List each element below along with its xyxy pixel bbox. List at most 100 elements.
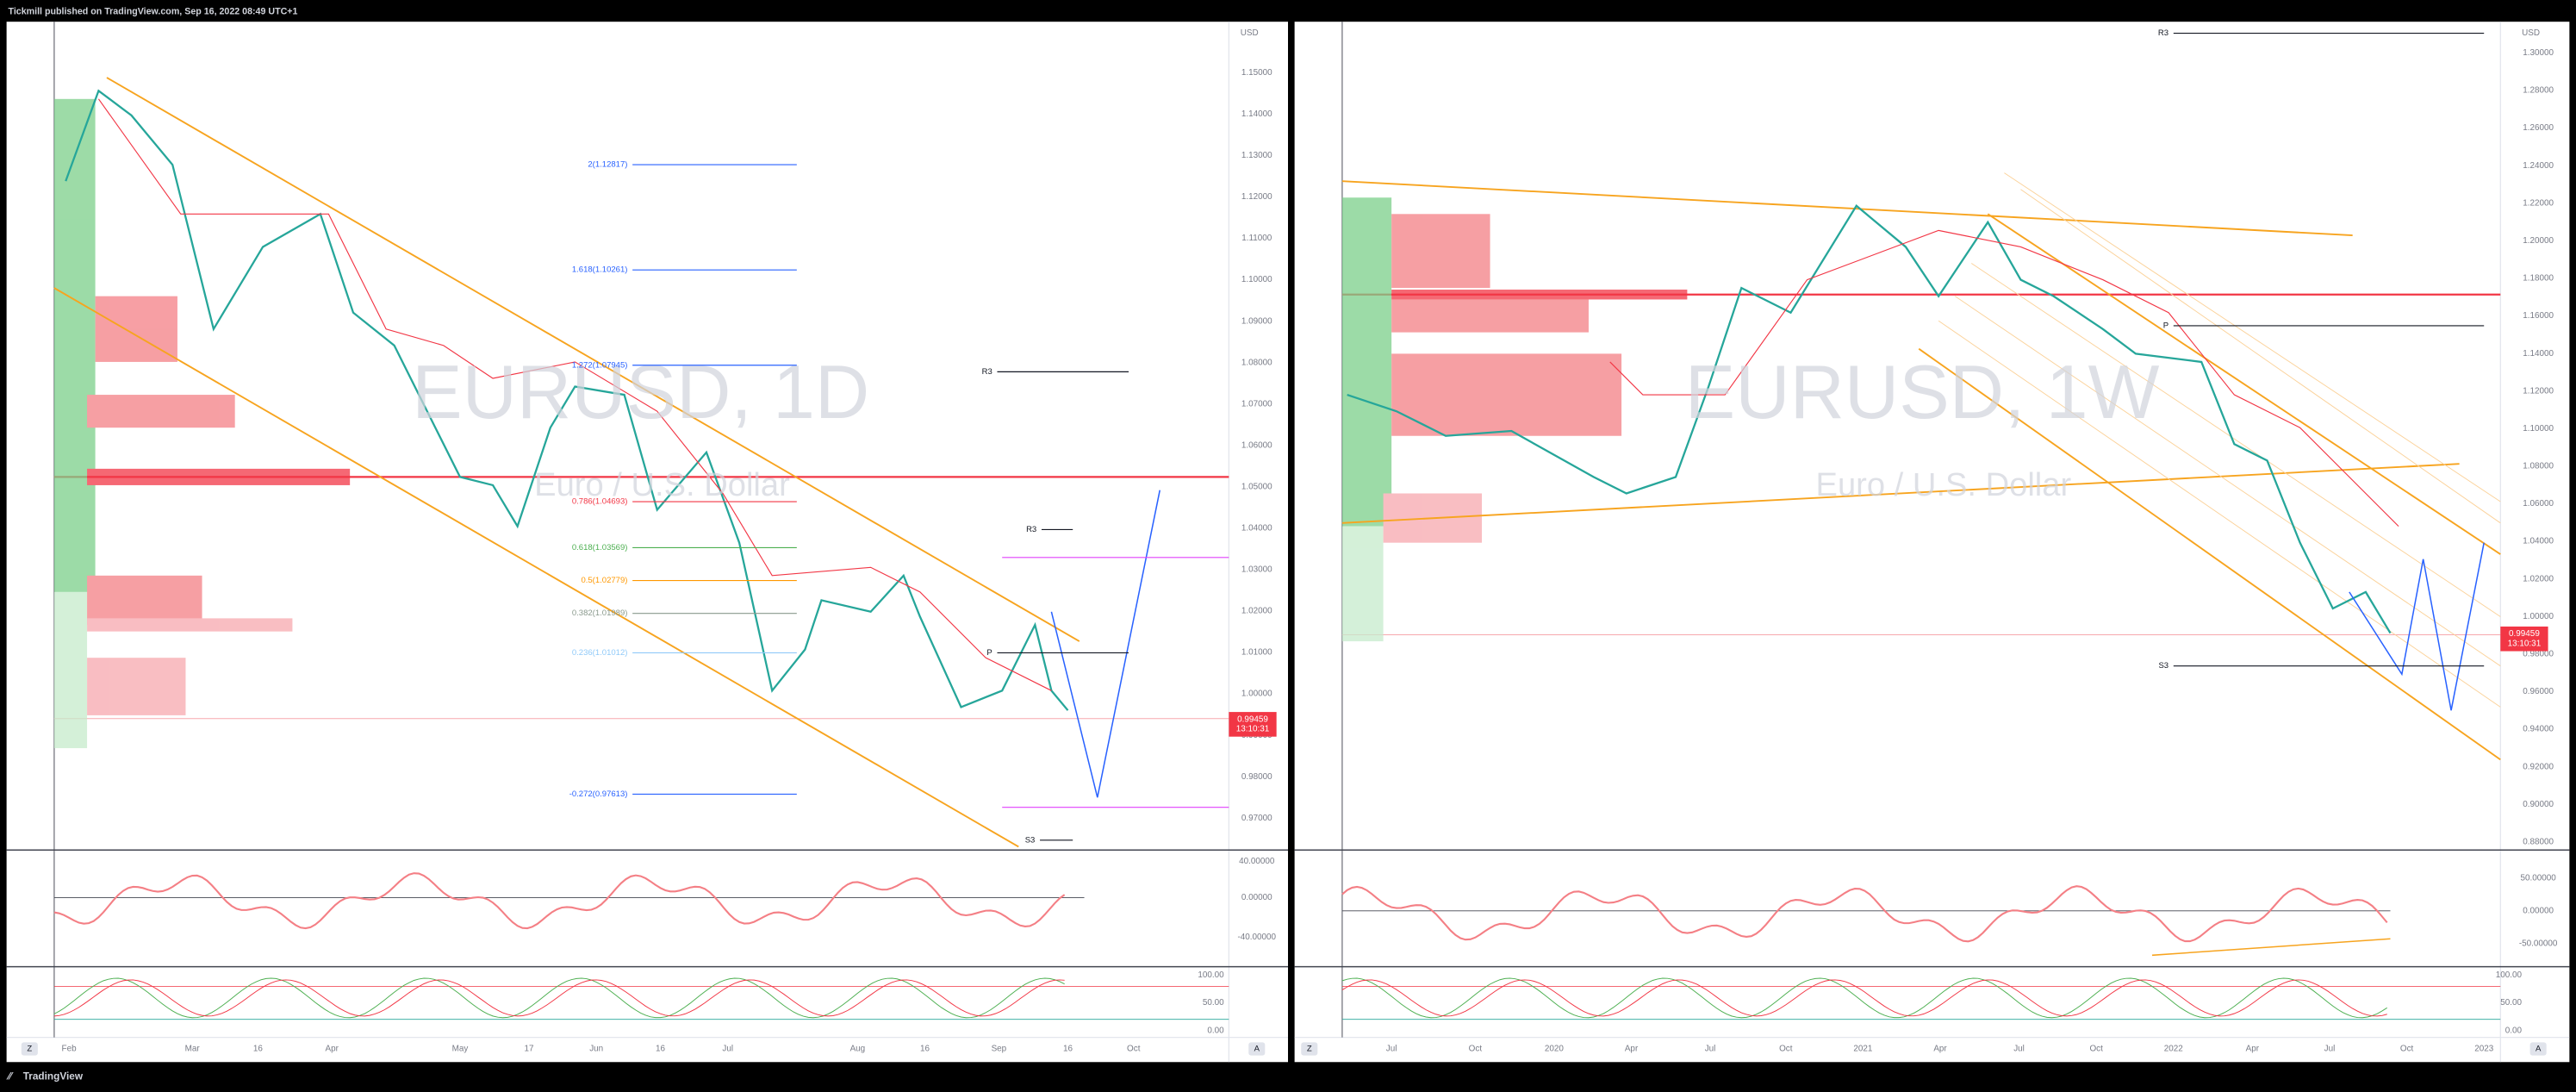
watermark-description: Euro / U.S. Dollar: [534, 466, 790, 503]
time-axis-label: Oct: [2089, 1045, 2103, 1054]
time-axis-label: Apr: [1933, 1045, 1947, 1054]
oscillator-axis-label: 40.00000: [1239, 857, 1275, 866]
chart-button[interactable]: [1301, 1042, 1318, 1056]
time-axis-label: Jul: [722, 1045, 733, 1054]
price-axis-label: 0.96000: [2523, 687, 2554, 696]
price-axis-label: 1.09000: [1241, 316, 1272, 326]
time-axis-label: May: [452, 1045, 469, 1054]
price-axis-label: 0.98000: [2523, 650, 2554, 659]
price-tag-value: 0.99459: [2509, 629, 2540, 639]
price-axis-label: 0.88000: [2523, 837, 2554, 846]
fib-label: 0.382(1.01989): [572, 608, 628, 618]
price-axis-label: 1.03000: [1241, 565, 1272, 575]
price-axis-label: 1.12000: [2523, 386, 2554, 396]
watermark-symbol: EURUSD, 1W: [1685, 350, 2160, 434]
oscillator-axis-label: 0.00000: [2523, 906, 2554, 915]
time-axis-label: Jul: [2324, 1045, 2336, 1054]
oscillator-axis-label: -40.00000: [1237, 933, 1276, 942]
time-axis-label: 2021: [1853, 1045, 1873, 1054]
time-axis-label: 16: [656, 1045, 666, 1054]
fib-label: 1.618(1.10261): [572, 265, 628, 275]
price-axis-label: 0.92000: [2523, 762, 2554, 771]
oscillator-axis-label: 0.00000: [1241, 893, 1272, 902]
oscillator-axis-label: 0.00: [2505, 1026, 2523, 1036]
chart-button[interactable]: [21, 1042, 38, 1056]
price-axis-label: 1.11000: [1241, 234, 1272, 243]
stochastic-line: [53, 979, 1065, 1017]
price-tag-value: 0.99459: [1237, 714, 1268, 724]
time-axis-label: Oct: [2400, 1045, 2414, 1054]
price-axis-label: 1.06000: [1241, 440, 1272, 450]
oscillator-line: [53, 872, 1066, 930]
price-axis-label: 0.94000: [2523, 725, 2554, 734]
oscillator-axis-label: 100.00: [2496, 970, 2523, 980]
price-axis-label: 1.24000: [2523, 161, 2554, 171]
price-axis-label: 1.08000: [2523, 462, 2554, 471]
price-axis-label: 1.02000: [1241, 607, 1272, 616]
price-axis-label: 1.00000: [1241, 690, 1272, 699]
right-panel: [1294, 22, 2570, 1063]
watermark-description: Euro / U.S. Dollar: [1816, 466, 2072, 503]
time-axis-label: Oct: [1779, 1045, 1793, 1054]
stochastic-line: [1341, 977, 2387, 1019]
time-axis-label: Jul: [1386, 1045, 1397, 1054]
time-axis-label: Apr: [325, 1045, 339, 1054]
time-axis-label: Sep: [992, 1045, 1007, 1054]
fib-label: 2(1.12817): [588, 160, 627, 170]
chart-button-label: Z: [1307, 1045, 1312, 1054]
price-axis-label: 1.06000: [2523, 499, 2554, 509]
time-axis-label: Mar: [185, 1045, 201, 1054]
price-axis-label: 1.18000: [2523, 274, 2554, 284]
chart-button-label: Z: [27, 1045, 32, 1054]
time-axis-label: Jun: [589, 1045, 603, 1054]
oscillator-line: [1341, 885, 2388, 943]
currency-label: USD: [1241, 28, 1259, 38]
price-axis-label: 1.13000: [1241, 151, 1272, 160]
oscillator-axis-label: 50.00000: [2520, 873, 2556, 883]
price-axis-label: 1.22000: [2523, 198, 2554, 208]
time-axis-label: 2022: [2164, 1045, 2184, 1054]
price-axis-label: 1.14000: [2523, 349, 2554, 359]
price-axis-label: 1.04000: [2523, 537, 2554, 546]
footer-brand: TradingView: [23, 1070, 84, 1083]
price-axis-label: 1.14000: [1241, 109, 1272, 119]
pivot-label: R3: [1026, 525, 1036, 534]
price-axis-label: 1.12000: [1241, 192, 1272, 202]
header-text: Tickmill published on TradingView.com, S…: [9, 7, 298, 17]
footer-logo: ⁄⁄: [6, 1070, 15, 1083]
pivot-label: S3: [1025, 835, 1036, 845]
left-panel: [6, 22, 1288, 1063]
fib-label: 0.786(1.04693): [572, 497, 628, 507]
price-axis-label: 1.10000: [2523, 424, 2554, 434]
time-axis-label: 16: [253, 1045, 264, 1054]
price-axis-label: 1.26000: [2523, 123, 2554, 133]
time-axis-label: Oct: [1127, 1045, 1141, 1054]
stochastic-line: [1341, 979, 2387, 1017]
oscillator-axis-label: 0.00: [1207, 1026, 1224, 1036]
oscillator-axis-label: 100.00: [1198, 970, 1224, 980]
oscillator-axis-label: 50.00: [2500, 998, 2522, 1008]
price-tag: [2500, 626, 2548, 652]
price-axis-label: 1.01000: [1241, 648, 1272, 658]
time-axis-label: 16: [920, 1045, 930, 1054]
drawings: [6, 22, 2570, 1063]
price-axis-label: 0.90000: [2523, 800, 2554, 809]
pivot-label: P: [986, 648, 992, 658]
currency-label: USD: [2522, 28, 2540, 38]
chart-button[interactable]: [1248, 1042, 1266, 1056]
pivot-label: R3: [982, 367, 992, 377]
price-axis-label: 1.10000: [1241, 275, 1272, 284]
chart-button[interactable]: [2529, 1042, 2547, 1056]
chart-button-label: A: [2536, 1045, 2542, 1054]
time-axis-label: 16: [1063, 1045, 1073, 1054]
time-axis-label: Apr: [2246, 1045, 2260, 1054]
fib-label: 0.5(1.02779): [581, 576, 627, 585]
price-axis-label: 1.28000: [2523, 86, 2554, 96]
price-axis-label: 0.98000: [1241, 772, 1272, 782]
time-axis-label: 17: [525, 1045, 535, 1054]
watermark-symbol: EURUSD, 1D: [412, 350, 869, 434]
fib-label: 0.236(1.01012): [572, 648, 628, 658]
price-axis-label: 1.05000: [1241, 482, 1272, 491]
price-axis-label: 1.15000: [1241, 68, 1272, 78]
